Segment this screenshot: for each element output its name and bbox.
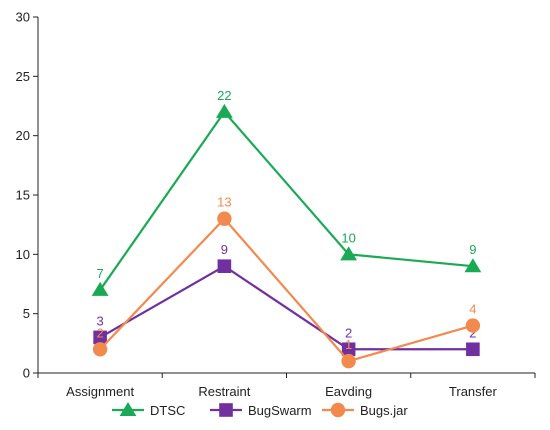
series-dtsc: 7 22 10 9: [91, 88, 482, 296]
legend-label: Bugs.jar: [360, 403, 408, 418]
series-line: [99, 217, 474, 363]
data-label: 9: [221, 242, 228, 257]
data-label: 10: [341, 230, 355, 245]
data-label: 7: [97, 266, 104, 281]
y-tick-label: 20: [16, 128, 30, 143]
data-point: [217, 211, 232, 226]
series-line: [99, 264, 473, 351]
data-point: [464, 258, 482, 273]
legend-label: BugSwarm: [248, 403, 312, 418]
y-tick-label: 5: [23, 306, 30, 321]
data-point: [466, 342, 480, 357]
x-tick-label: Transfer: [449, 384, 498, 399]
legend-item-bugswarm: BugSwarm: [210, 403, 312, 418]
legend-marker: [119, 402, 137, 416]
y-tick-label: 30: [16, 10, 30, 25]
y-axis-ticks: 0 5 10 15 20 25 30: [16, 10, 38, 381]
legend-marker: [330, 402, 346, 418]
y-tick-label: 15: [16, 188, 30, 203]
legend-item-dtsc: DTSC: [112, 402, 185, 418]
data-point: [341, 353, 356, 369]
x-axis-ticks: Assignment Restraint Eavding Transfer: [37, 373, 536, 399]
series-bugswarm: 3 9 2 2: [93, 242, 480, 357]
data-label: 1: [345, 337, 352, 352]
data-label: 2: [345, 325, 352, 340]
data-label: 2: [97, 325, 104, 340]
legend-item-bugs-jar: Bugs.jar: [322, 402, 408, 418]
x-tick-label: Assignment: [66, 384, 134, 399]
data-point: [217, 259, 232, 273]
data-point: [340, 246, 358, 261]
legend: DTSC BugSwarm Bugs.jar: [112, 402, 408, 418]
data-label: 9: [469, 242, 476, 257]
y-tick-label: 0: [23, 366, 30, 381]
series-line: [99, 110, 473, 291]
data-label: 3: [97, 313, 104, 328]
data-label: 22: [217, 88, 231, 103]
data-point: [465, 318, 481, 333]
data-point: [92, 342, 108, 357]
data-label: 13: [217, 195, 231, 210]
y-tick-label: 25: [16, 69, 30, 84]
data-point: [91, 281, 109, 296]
data-point: [93, 330, 107, 345]
series-bugs-jar: 2 13 1 4: [92, 195, 481, 369]
legend-label: DTSC: [150, 403, 185, 418]
data-point: [215, 103, 233, 118]
data-label: 4: [469, 302, 476, 317]
axes: [37, 17, 535, 374]
data-label: 2: [469, 325, 476, 340]
x-tick-label: Restraint: [198, 384, 250, 399]
legend-marker: [219, 403, 233, 417]
x-tick-label: Eavding: [325, 384, 372, 399]
y-tick-label: 10: [16, 247, 30, 262]
data-point: [341, 342, 356, 357]
